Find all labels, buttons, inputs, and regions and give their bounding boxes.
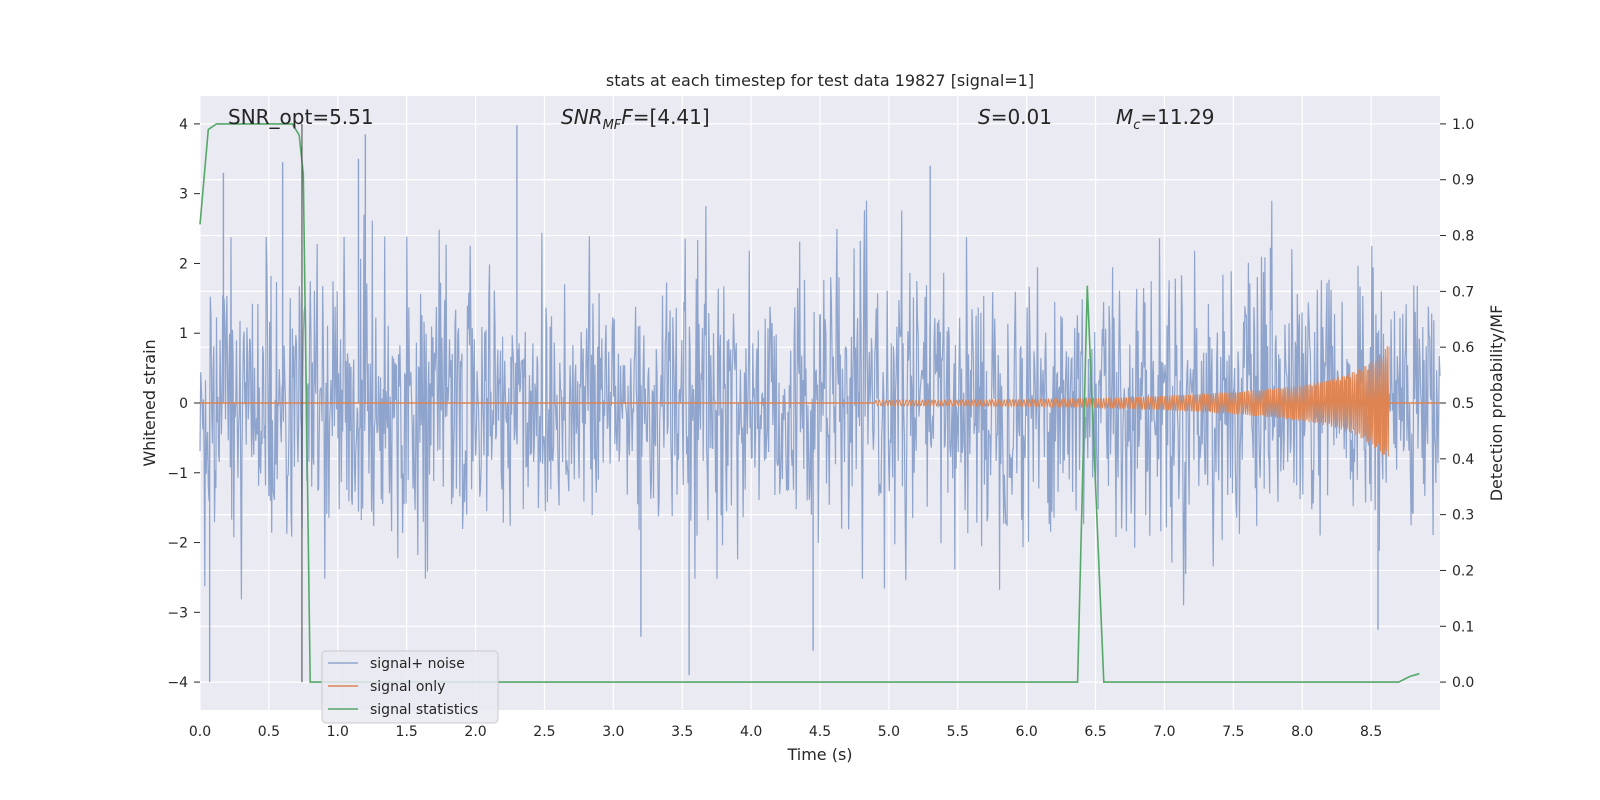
y-tick-label: 3 [179,187,188,203]
snr-mf-sub: MF [603,118,622,133]
y2-tick-label: 0.2 [1452,563,1474,579]
y2-tick-label: 0.9 [1452,173,1474,189]
chirp-series [200,346,1440,457]
x-tick-label: 1.0 [327,724,349,740]
legend-label-signal: signal only [370,679,445,695]
x-tick-label: 8.0 [1291,724,1313,740]
x-axis-ticks: 0.0 0.5 1.0 1.5 2.0 2.5 3.0 3.5 4.0 4.5 5.0 5.5 6.0 6… [189,724,1382,740]
mc-sub: c [1133,118,1140,133]
x-tick-label: 5.0 [878,724,900,740]
x-tick-label: 4.0 [740,724,762,740]
y-tick-label: 0 [179,396,188,412]
x-tick-label: 7.0 [1153,724,1175,740]
x-tick-label: 4.5 [809,724,831,740]
y2-tick-label: 0.7 [1452,284,1474,300]
y2-tick-label: 0.4 [1452,452,1474,468]
y2-tick-label: 0.6 [1452,340,1474,356]
mc-rest: =11.29 [1140,105,1214,129]
legend-label-noise: signal+ noise [370,656,465,672]
x-tick-label: 2.0 [464,724,486,740]
x-tick-label: 1.5 [396,724,418,740]
legend-box [321,650,499,724]
x-tick-label: 8.5 [1360,724,1382,740]
x-tick-label: 0.0 [189,724,211,740]
y-tick-label: −2 [167,536,188,552]
annotation-mc: Mc=11.29 [1116,105,1214,133]
x-tick-label: 6.5 [1084,724,1106,740]
legend-label-stats: signal statistics [370,702,478,718]
x-axis-title: Time (s) [786,745,852,764]
y2-tick-label: 1.0 [1452,117,1474,133]
x-tick-label: 6.0 [1016,724,1038,740]
x-tick-label: 7.5 [1222,724,1244,740]
y-tick-label: −1 [167,466,188,482]
chart-title: stats at each timestep for test data 198… [606,71,1034,90]
x-tick-label: 2.5 [533,724,555,740]
x-tick-label: 0.5 [258,724,280,740]
x-tick-label: 3.0 [602,724,624,740]
annotation-snr-opt: SNR_opt=5.51 [228,105,374,129]
y-tick-label: −4 [167,675,188,691]
x-tick-label: 3.5 [671,724,693,740]
s-stat-rest: =0.01 [991,105,1052,129]
y-tick-label: 1 [179,326,188,342]
annotation-s-stat: S=0.01 [978,105,1052,129]
y-tick-label: 2 [179,256,188,272]
y2-tick-label: 0.1 [1452,619,1474,635]
mc-main: M [1116,105,1133,129]
y-axis-ticks: −4 −3 −2 −1 0 1 2 3 4 [167,117,200,691]
y2-axis-title: Detection probability/MF [1487,305,1506,502]
stats-series [199,123,1420,683]
snr-mf-main: SNR [561,105,603,129]
y2-tick-label: 0.3 [1452,508,1474,524]
stats-line [199,123,1420,683]
y-tick-label: −3 [167,605,188,621]
annotation-snr-mf: SNRMFF=[4.41] [561,105,710,133]
snr-mf-letter: F [621,105,633,129]
y2-tick-label: 0.8 [1452,229,1474,245]
y2-axis-ticks: 0.0 0.1 0.2 0.3 0.4 0.5 0.6 0.7 0.8 0.9 1.0 [1440,117,1474,691]
y-axis-title: Whitened strain [140,339,159,466]
signal-chirp-line [874,346,1390,457]
x-tick-label: 5.5 [947,724,969,740]
y-tick-label: 4 [179,117,188,133]
y2-tick-label: 0.5 [1452,396,1474,412]
legend: signal+ noise signal only signal statist… [321,650,499,724]
snr-mf-rest: =[4.41] [633,105,710,129]
y2-tick-label: 0.0 [1452,675,1474,691]
s-stat-main: S [978,105,991,129]
